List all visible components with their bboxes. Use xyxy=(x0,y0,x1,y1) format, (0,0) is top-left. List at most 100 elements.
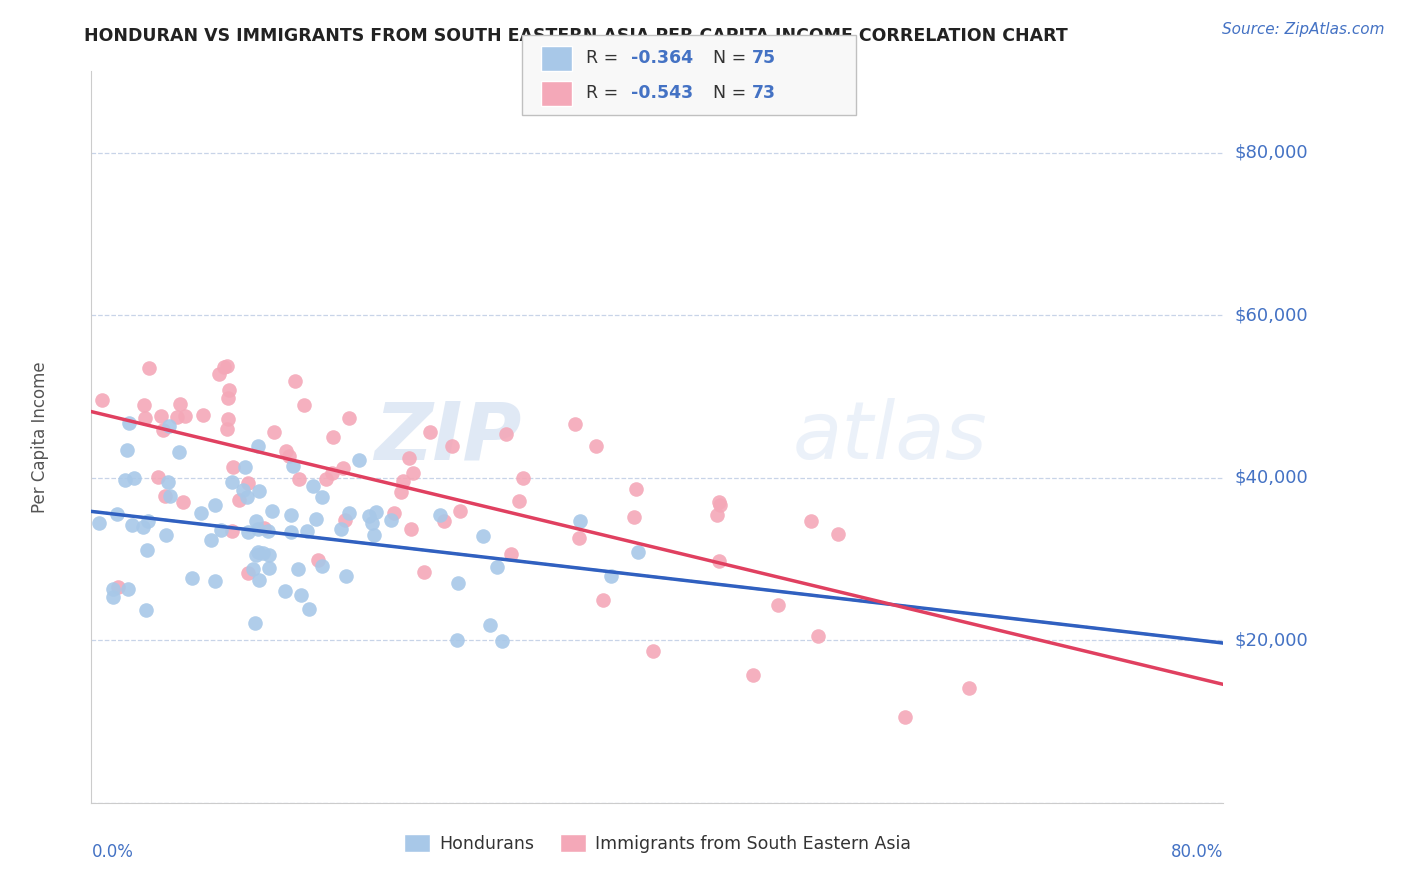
Point xyxy=(641,643,664,657)
Point xyxy=(277,449,299,463)
Text: $20,000: $20,000 xyxy=(1234,632,1308,649)
Point xyxy=(217,422,239,436)
Point xyxy=(101,582,124,596)
Point xyxy=(204,498,226,512)
Point xyxy=(204,574,226,589)
Point xyxy=(301,479,323,493)
Legend: Hondurans, Immigrants from South Eastern Asia: Hondurans, Immigrants from South Eastern… xyxy=(396,827,918,860)
Point xyxy=(297,524,319,538)
Point xyxy=(157,475,180,489)
Point xyxy=(257,524,280,539)
Point xyxy=(105,507,128,521)
Point xyxy=(87,516,110,530)
Point xyxy=(246,439,269,453)
Point xyxy=(274,443,297,458)
Point xyxy=(215,359,238,373)
Point xyxy=(236,490,259,504)
Point xyxy=(349,453,371,467)
Point xyxy=(311,559,333,574)
Point xyxy=(135,602,157,616)
Point xyxy=(136,514,159,528)
Text: N =: N = xyxy=(713,84,752,103)
Point xyxy=(287,562,309,576)
Point xyxy=(564,417,586,431)
Point xyxy=(447,575,470,590)
Point xyxy=(592,592,614,607)
Point xyxy=(568,531,591,545)
Point xyxy=(419,425,441,440)
Text: N =: N = xyxy=(713,49,752,67)
Point xyxy=(392,475,415,489)
Point xyxy=(709,498,731,512)
Text: $40,000: $40,000 xyxy=(1234,468,1308,487)
Point xyxy=(623,509,645,524)
Point xyxy=(288,472,311,486)
Point xyxy=(236,525,259,540)
Point xyxy=(180,571,202,585)
Point xyxy=(441,439,464,453)
Text: R =: R = xyxy=(586,84,624,103)
Point xyxy=(190,506,212,520)
Point xyxy=(117,582,139,597)
Point xyxy=(357,509,380,524)
Point xyxy=(155,528,177,542)
Point xyxy=(501,547,523,561)
Text: Source: ZipAtlas.com: Source: ZipAtlas.com xyxy=(1222,22,1385,37)
Point xyxy=(247,523,270,537)
Point xyxy=(827,526,849,541)
Point xyxy=(766,598,789,612)
Point xyxy=(218,383,240,397)
Text: 73: 73 xyxy=(752,84,776,103)
Point xyxy=(298,602,321,616)
Point xyxy=(131,520,153,534)
Point xyxy=(115,443,138,458)
Point xyxy=(243,615,266,630)
Point xyxy=(233,460,256,475)
Point xyxy=(221,524,243,538)
Point xyxy=(152,423,174,437)
Point xyxy=(398,450,420,465)
Point xyxy=(292,398,315,412)
Point xyxy=(242,562,264,576)
Point xyxy=(449,504,471,518)
Point xyxy=(627,544,650,558)
Point xyxy=(274,584,297,599)
Text: $60,000: $60,000 xyxy=(1234,306,1308,324)
Point xyxy=(280,508,302,523)
Point xyxy=(91,393,114,408)
Point xyxy=(957,681,980,695)
Text: ZIP: ZIP xyxy=(374,398,522,476)
Point xyxy=(252,521,274,535)
Point xyxy=(707,495,730,509)
Point xyxy=(159,419,181,434)
Point xyxy=(200,533,222,548)
Point xyxy=(709,554,731,568)
Point xyxy=(122,470,145,484)
Point xyxy=(232,483,254,497)
Point xyxy=(146,469,169,483)
Point xyxy=(166,409,188,424)
Point xyxy=(134,410,156,425)
Point xyxy=(495,427,517,442)
Point xyxy=(252,546,274,560)
Point xyxy=(486,560,509,574)
Text: -0.543: -0.543 xyxy=(631,84,693,103)
Point xyxy=(207,367,229,381)
Text: R =: R = xyxy=(586,49,624,67)
Point xyxy=(893,710,915,724)
Point xyxy=(193,408,215,422)
Point xyxy=(257,560,280,574)
Point xyxy=(742,668,765,682)
Point xyxy=(263,425,285,439)
Point xyxy=(247,574,270,588)
Point xyxy=(135,542,157,557)
Point xyxy=(382,506,405,520)
Point xyxy=(360,516,382,531)
Point xyxy=(214,360,236,375)
Point xyxy=(568,514,591,528)
Point xyxy=(800,514,823,528)
Point xyxy=(706,508,728,522)
Point xyxy=(246,545,269,559)
Point xyxy=(337,507,360,521)
Text: 80.0%: 80.0% xyxy=(1171,843,1223,861)
